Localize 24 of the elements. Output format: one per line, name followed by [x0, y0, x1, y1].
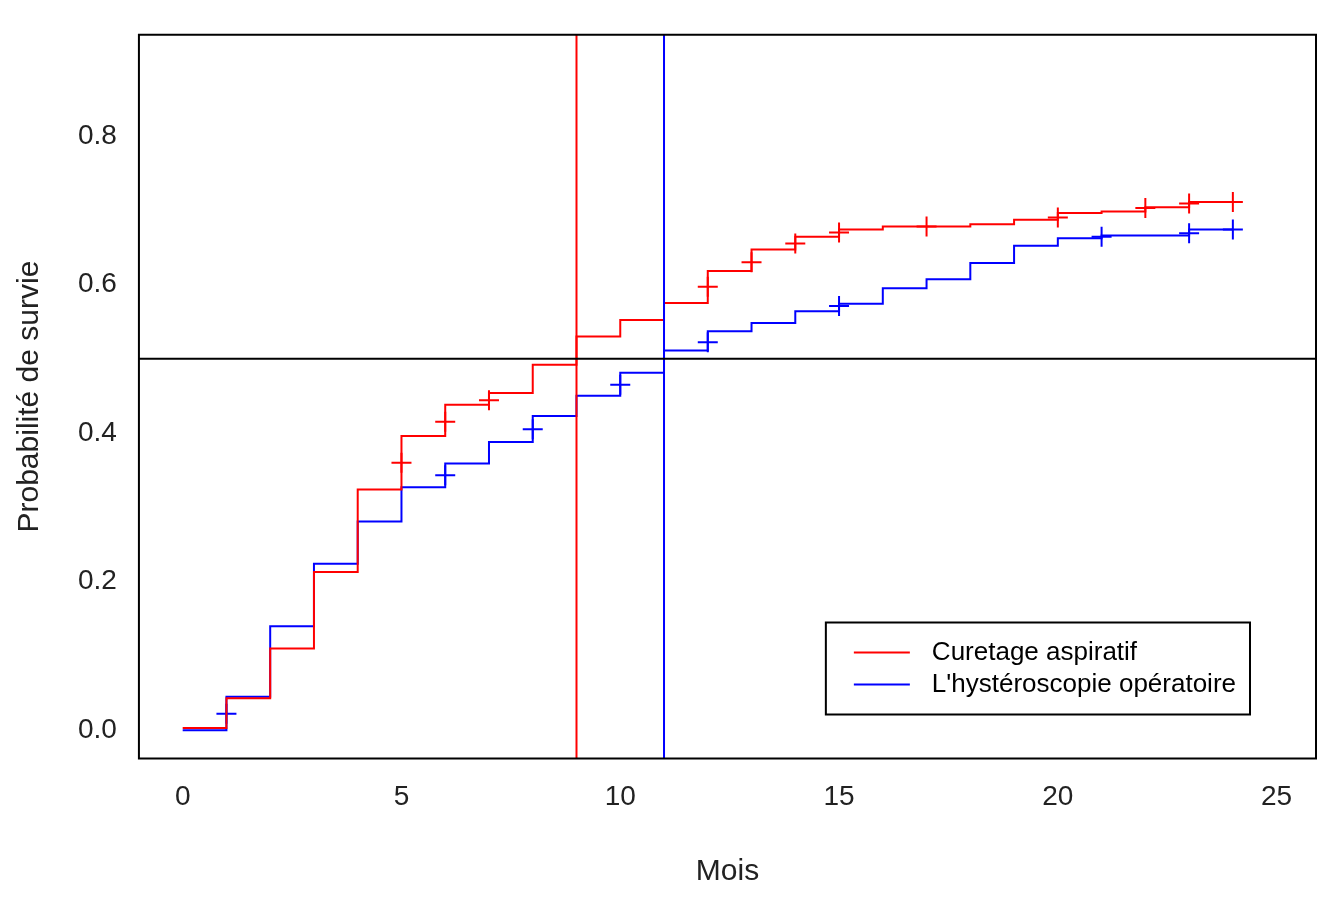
x-tick-label: 25 [1261, 779, 1293, 811]
legend-label: L'hystéroscopie opératoire [931, 667, 1237, 698]
point [477, 389, 500, 412]
legend-label: Curetage aspiratif [931, 635, 1138, 666]
y-tick-label: 0.6 [77, 267, 117, 299]
point [1178, 222, 1201, 245]
x-tick-label: 20 [1042, 779, 1074, 811]
point [1090, 225, 1113, 248]
x-axis-title: Mois [695, 853, 760, 887]
y-axis-title: Probabilité de survie [11, 260, 45, 533]
x-tick-label: 15 [823, 779, 855, 811]
y-tick-label: 0.4 [77, 415, 117, 447]
y-tick-label: 0.0 [77, 712, 117, 744]
x-tick-label: 5 [393, 779, 410, 811]
x-tick-label: 10 [604, 779, 636, 811]
point [1178, 192, 1201, 215]
point [1046, 206, 1069, 229]
point [828, 294, 851, 317]
point [828, 221, 851, 244]
x-tick-label: 0 [174, 779, 191, 811]
y-tick-label: 0.2 [77, 564, 117, 596]
point [1134, 196, 1157, 219]
point [784, 232, 807, 255]
y-tick-label: 0.8 [77, 118, 117, 150]
